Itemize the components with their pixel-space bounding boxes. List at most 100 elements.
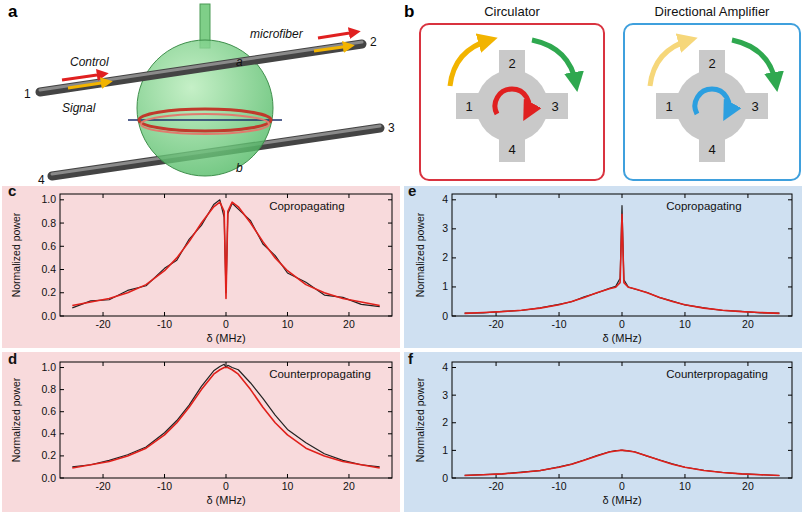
x-tick [684,474,685,478]
y-tick-label: 1 [442,280,448,292]
x-tick-label: 10 [679,480,691,492]
x-tick [164,474,165,478]
plot-title: Counterpropagating [269,368,371,380]
data-line [72,200,379,308]
x-tick-label: 10 [282,480,294,492]
port-label: 2 [708,56,715,71]
x-tick [559,362,560,366]
y-tick-label: 0.2 [41,449,56,461]
y-tick-label: 0.8 [41,383,56,395]
port-label: 3 [388,121,395,135]
y-tick [788,367,792,368]
x-tick [287,194,288,198]
port-label: 2 [508,56,515,71]
plot-frame [452,194,792,316]
fit-line [72,202,379,305]
y-tick-label: 2 [442,416,448,428]
y-tick [60,411,64,412]
panel-title: Directional Amplifier [655,4,771,19]
port-label: 3 [551,99,558,114]
x-tick-label: 0 [619,318,625,330]
label: Control [70,55,109,69]
y-tick-label: 3 [442,389,448,401]
x-tick-label: -20 [95,318,110,330]
panel-title: Circulator [484,4,540,19]
flow-arrow [732,40,776,84]
y-tick [788,450,792,451]
y-tick [452,450,456,451]
y-tick-label: 0.0 [41,472,56,484]
y-tick-label: 0 [442,472,448,484]
x-tick [622,194,623,198]
fit-line [465,450,780,475]
x-tick [622,362,623,366]
whispering-mode [139,109,271,131]
x-tick [103,474,104,478]
x-tick [226,362,227,366]
x-tick-label: 10 [679,318,691,330]
port-label: 4 [508,142,515,157]
x-tick [164,362,165,366]
x-tick [559,474,560,478]
whispering-mode [141,114,269,134]
chart-panel: -20-10010200.00.20.40.60.81.0Counterprop… [2,350,400,512]
y-tick-label: 1.0 [41,193,56,205]
x-tick [287,362,288,366]
y-tick [788,422,792,423]
panel-letter: c [8,182,16,199]
x-tick-label: 20 [742,318,754,330]
x-tick [164,194,165,198]
x-tick-label: -10 [551,480,566,492]
port [499,50,525,76]
panel-background [2,352,400,512]
x-axis-title: δ (MHz) [602,494,641,506]
x-tick [622,474,623,478]
y-axis-title: Normalized power [10,377,22,462]
chart-panel: -20-100102001234Counterpropagatingδ (MHz… [404,350,802,512]
y-tick-label: 0.0 [41,310,56,322]
x-tick [496,362,497,366]
x-tick [287,474,288,478]
panel-background [404,352,802,512]
port-label: 1 [665,99,672,114]
label: Signal [62,101,96,115]
x-tick [348,474,349,478]
y-tick-label: 1.0 [41,361,56,373]
x-axis-title: δ (MHz) [602,332,641,344]
port-label: 1 [465,99,472,114]
x-tick [103,362,104,366]
y-tick [388,455,392,456]
x-tick-label: 20 [742,480,754,492]
x-axis-title: δ (MHz) [206,494,245,506]
panel-background [404,186,802,348]
chart-panel: -20-100102001234Copropagatingδ (MHz)Norm… [404,182,802,348]
plot-area [72,364,379,468]
x-tick [496,194,497,198]
y-tick-label: 1 [442,444,448,456]
plot-area [465,206,780,314]
y-tick [60,246,64,247]
x-tick [684,194,685,198]
control-arrow [62,74,104,80]
y-tick [452,395,456,396]
signal-arrow [68,82,108,88]
port [742,93,768,119]
y-tick-label: 0.4 [41,263,56,275]
x-tick-label: -20 [488,318,503,330]
plot-area [72,200,379,308]
y-tick-label: 0.6 [41,240,56,252]
plot-frame [452,362,792,478]
x-tick [348,312,349,316]
fit-line [465,214,780,313]
y-tick [388,411,392,412]
x-tick [747,194,748,198]
y-axis-title: Normalized power [414,212,426,297]
y-axis-title: Normalized power [10,212,22,297]
y-tick [388,199,392,200]
port-label: 2 [370,35,377,49]
panel-letter: a [8,2,18,21]
y-tick [60,433,64,434]
y-tick [452,367,456,368]
y-tick-label: 4 [442,193,448,205]
y-tick [788,286,792,287]
